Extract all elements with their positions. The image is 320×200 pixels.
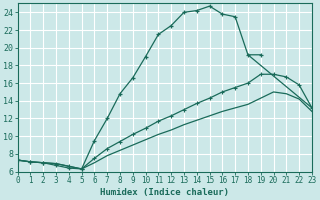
X-axis label: Humidex (Indice chaleur): Humidex (Indice chaleur) <box>100 188 229 197</box>
